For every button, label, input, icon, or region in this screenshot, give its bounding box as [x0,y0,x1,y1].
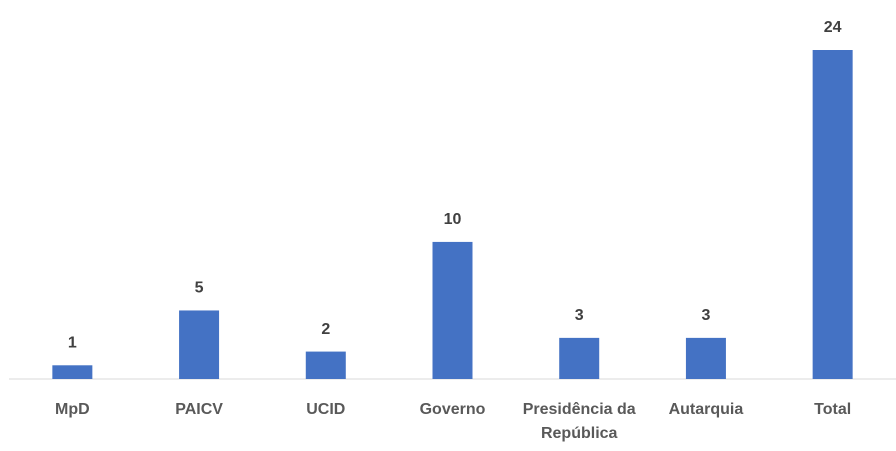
value-label: 1 [68,335,77,352]
x-tick-label: Presidência da República [522,401,636,442]
bar [685,337,726,379]
x-tick-label: Autarquia [668,401,744,418]
bar [812,50,853,379]
value-label: 5 [195,280,204,297]
x-tick-label: Governo [419,401,486,418]
bar [305,351,346,379]
bar [52,365,93,379]
x-tick-label: Total [814,401,852,418]
value-label: 24 [824,19,842,36]
bar [179,310,220,379]
value-label: 3 [701,307,710,324]
x-tick-label: PAICV [175,401,223,418]
value-label: 10 [444,211,462,228]
bar [432,241,473,379]
x-tick-label: UCID [306,401,346,418]
value-label: 2 [321,321,330,338]
x-tick-label: MpD [55,401,90,418]
bar [559,337,600,379]
value-label: 3 [575,307,584,324]
